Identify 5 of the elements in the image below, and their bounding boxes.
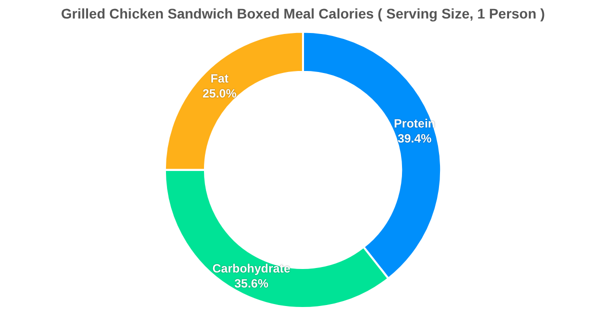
data-label: 25.0% <box>202 86 237 101</box>
data-label: 35.6% <box>234 276 269 290</box>
chart-title: Grilled Chicken Sandwich Boxed Meal Calories ( Serving Size, 1 Person ) <box>61 5 545 22</box>
slice-label: Fat <box>210 72 229 86</box>
data-label: 39.4% <box>398 132 432 146</box>
